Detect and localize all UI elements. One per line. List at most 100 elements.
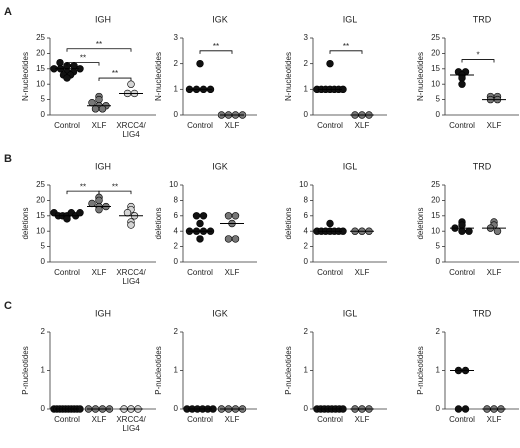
y-tick-label: 6 [174, 211, 179, 220]
significance-bracket [98, 190, 132, 195]
y-axis-label: deletions [21, 207, 30, 239]
y-tick-label: 25 [36, 33, 45, 42]
x-tick-label: Control [187, 268, 213, 277]
data-point [192, 212, 201, 220]
y-axis-label: N-nucleotides [284, 52, 293, 101]
y-tick-label: 2 [174, 59, 179, 68]
y-tick-label: 20 [431, 196, 440, 205]
data-point [199, 212, 208, 220]
data-point [127, 80, 135, 88]
data-point [56, 58, 64, 67]
x-tick-label: Control [54, 415, 80, 424]
data-point [458, 80, 466, 88]
x-tick-label: XRCC4/LIG4 [116, 121, 146, 139]
data-point [88, 199, 96, 208]
significance-label: ** [112, 69, 118, 78]
data-point [224, 235, 233, 243]
x-tick-label: XLF [225, 268, 240, 277]
x-tick-label: XLF [225, 121, 240, 130]
y-tick-label: 2 [304, 59, 309, 68]
y-tick-label: 10 [431, 226, 440, 235]
y-tick-label: 10 [169, 180, 178, 189]
x-tick-label: Control [449, 121, 475, 130]
y-tick-label: 1 [174, 366, 179, 375]
significance-bracket [461, 59, 495, 63]
chart-title: IGK [212, 161, 228, 171]
y-tick-label: 0 [174, 257, 179, 266]
y-axis-label: N-nucleotides [21, 52, 30, 101]
chart-title: IGH [95, 308, 111, 318]
x-tick-label: XLF [355, 121, 370, 130]
data-point [95, 196, 103, 205]
data-point [231, 235, 240, 243]
data-point [123, 209, 132, 217]
y-tick-label: 2 [304, 327, 309, 336]
y-tick-label: 8 [304, 196, 309, 205]
y-tick-label: 0 [436, 404, 441, 413]
significance-label: ** [213, 42, 219, 51]
x-tick-label: XLF [355, 415, 370, 424]
y-tick-label: 5 [41, 95, 46, 104]
chart-title: TRD [473, 308, 492, 318]
x-tick-label: XLF [487, 121, 502, 130]
y-tick-label: 10 [36, 79, 45, 88]
y-axis-label: P-nucleotides [154, 346, 163, 394]
y-tick-label: 3 [174, 33, 179, 42]
y-tick-label: 0 [304, 404, 309, 413]
data-point [458, 74, 466, 82]
y-tick-label: 0 [174, 404, 179, 413]
significance-label: ** [80, 182, 86, 191]
data-point [196, 235, 204, 243]
data-point [458, 221, 466, 229]
y-axis-label: P-nucleotides [416, 346, 425, 394]
x-tick-label: Control [449, 415, 475, 424]
x-tick-label: XLF [92, 268, 107, 277]
y-tick-label: 2 [174, 242, 179, 251]
y-tick-label: 6 [304, 211, 309, 220]
significance-label: * [476, 51, 479, 60]
y-tick-label: 20 [431, 49, 440, 58]
data-point [88, 98, 96, 107]
y-tick-label: 25 [431, 33, 440, 42]
y-tick-label: 10 [431, 79, 440, 88]
chart-title: TRD [473, 161, 492, 171]
data-point [465, 227, 473, 235]
y-tick-label: 25 [431, 180, 440, 189]
data-point [461, 405, 470, 413]
x-tick-label: Control [317, 415, 343, 424]
y-tick-label: 8 [174, 196, 179, 205]
significance-label: ** [343, 42, 349, 51]
y-tick-label: 0 [41, 257, 46, 266]
data-point [224, 212, 233, 220]
chart-title: IGL [343, 14, 358, 24]
significance-bracket [66, 62, 100, 66]
y-tick-label: 0 [436, 257, 441, 266]
y-tick-label: 0 [304, 110, 309, 119]
panel-label: A [4, 6, 12, 18]
data-point [454, 405, 463, 413]
x-tick-label: XLF [355, 268, 370, 277]
chart-title: IGK [212, 308, 228, 318]
significance-bracket [66, 48, 132, 52]
significance-bracket [66, 190, 100, 195]
chart-title: IGH [95, 161, 111, 171]
y-tick-label: 5 [41, 242, 46, 251]
chart-title: IGH [95, 14, 111, 24]
y-tick-label: 5 [436, 242, 441, 251]
data-point [127, 221, 135, 229]
chart-title: IGK [212, 14, 228, 24]
data-point [91, 105, 100, 113]
x-tick-label: XLF [487, 415, 502, 424]
data-point [196, 59, 204, 68]
y-tick-label: 15 [431, 64, 440, 73]
x-tick-label: Control [187, 121, 213, 130]
x-tick-label: Control [54, 121, 80, 130]
significance-label: ** [96, 40, 102, 49]
chart-title: IGL [343, 161, 358, 171]
x-tick-label: Control [317, 121, 343, 130]
panel-label: B [4, 153, 12, 165]
y-axis-label: P-nucleotides [284, 346, 293, 394]
data-point [95, 205, 103, 214]
y-tick-label: 0 [304, 257, 309, 266]
